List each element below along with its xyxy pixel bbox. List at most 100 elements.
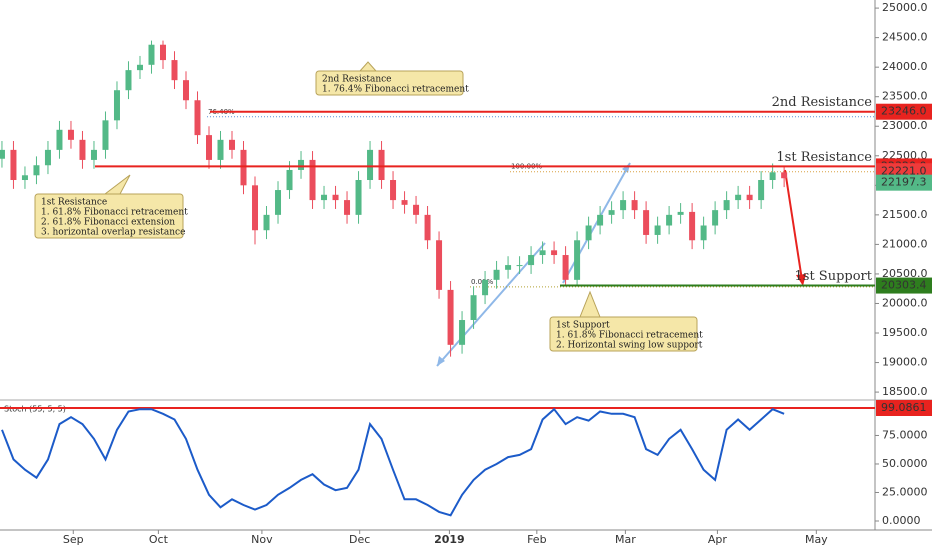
candle-body [666,214,673,226]
candle-body [240,149,247,186]
price-tag-label: 23246.0 [881,105,927,118]
candle-body [585,225,592,241]
x-tick-label: May [805,533,828,546]
candle-body [136,64,143,71]
price-tag-label: 20303.4 [881,279,927,292]
candle-body [33,165,40,176]
indicator-title: Stoch (55, 5, 5) [4,405,66,414]
candle-body [781,172,788,179]
candle-body [148,44,155,65]
candle-body [677,211,684,215]
candle-body [194,100,201,136]
callout-line: 1. 61.8% Fibonacci retracement [41,208,188,218]
x-tick-label: Feb [527,533,546,546]
y-tick-label: 20500.0 [882,267,928,280]
y-tick-label: 50.0000 [882,457,928,470]
candle-body [447,289,454,345]
x-tick-label: Apr [708,533,728,546]
candle-body [309,159,316,201]
candle-body [413,204,420,215]
candle-body [516,265,523,267]
callout-line: 1. 61.8% Fibonacci retracement [556,331,703,341]
candle-body [90,149,97,160]
callout-box [549,316,698,352]
callout-pointer [579,290,601,318]
callout-box [315,70,464,96]
candles [0,40,788,357]
x-tick-label: Mar [615,533,636,546]
candle-body [482,279,489,296]
level-name: 1st Resistance [776,150,872,165]
candle-body [746,194,753,201]
price-tag-label: 22221.0 [881,164,927,177]
candle-body [263,214,270,231]
callout-box [34,193,184,239]
candle-body [528,255,535,266]
candle-body [252,185,259,231]
candle-body [700,225,707,241]
candle-body [275,190,282,215]
level-name: 1st Support [795,269,873,284]
candle-body [229,139,236,150]
candle-body [689,211,696,241]
candle-body [286,169,293,191]
candle-body [182,80,189,101]
arrow-head [437,356,445,366]
callout-title: 2nd Resistance [322,75,392,85]
price-tag-label: 99.0861 [881,401,927,414]
candle-body [367,149,374,181]
callout-title: 1st Resistance [41,198,107,208]
trend-arrow [436,242,546,367]
price-tag [876,174,932,191]
y-tick-label: 25000.0 [882,1,928,14]
candle-body [608,210,615,215]
callout-title: 1st Support [556,321,610,331]
price-tag [876,399,932,416]
callout-pointer [104,174,131,195]
y-tick-label: 18500.0 [882,385,928,398]
candle-body [631,200,638,211]
candle-body [735,194,742,201]
candle-body [378,149,385,181]
candle-body [539,250,546,256]
y-tick-label: 24000.0 [882,60,928,73]
x-tick-label: Nov [251,533,273,546]
candle-body [10,149,17,181]
candle-body [562,255,569,280]
candle-body [758,180,765,201]
candle-body [643,210,650,235]
candle-body [551,250,558,256]
price-tag-label: 22197.3 [881,176,927,189]
candle-body [597,214,604,226]
y-tick-label: 75.0000 [882,428,928,441]
x-tick-label: Sep [63,533,84,546]
candle-body [102,120,109,150]
y-tick-label: 0.0000 [882,514,921,527]
candle-body [493,269,500,280]
candle-body [217,139,224,160]
y-tick-label: 25.0000 [882,485,928,498]
arrow-head [796,274,806,286]
price-tag [876,103,932,120]
candle-body [574,240,581,280]
candle-body [769,172,776,181]
level-name: 2nd Resistance [772,95,873,110]
candle-body [159,44,166,61]
callout-line: 2. Horizontal swing low support [556,341,703,351]
candle-body [21,175,28,181]
candle-body [355,180,362,215]
x-tick-label: 2019 [434,533,465,546]
candle-body [424,214,431,241]
y-tick-label: 23000.0 [882,119,928,132]
candle-body [56,129,63,150]
candle-body [206,135,213,160]
y-tick-label: 20000.0 [882,296,928,309]
x-tick-label: Dec [349,533,370,546]
y-tick-label: 21000.0 [882,237,928,250]
candle-body [723,200,730,211]
candle-body [470,295,477,321]
candle-body [44,149,51,166]
candle-body [321,194,328,201]
